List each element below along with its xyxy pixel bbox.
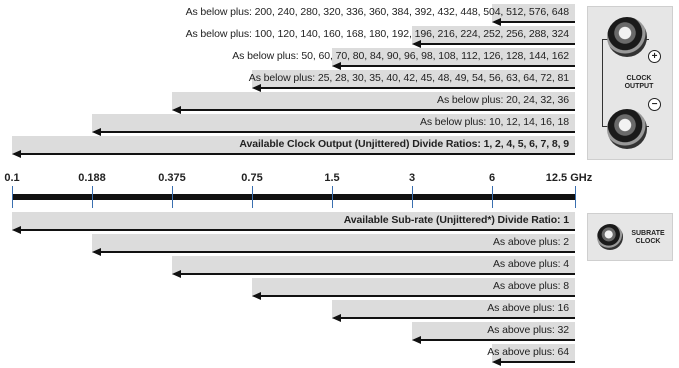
minus-icon: −	[648, 98, 661, 111]
clock-output-ratio-label: As below plus: 20, 24, 32, 36	[437, 94, 569, 106]
clock-output-positive-connector	[607, 17, 647, 57]
clock-output-ratio-label: As below plus: 25, 28, 30, 35, 40, 42, 4…	[248, 72, 569, 84]
axis-tick	[412, 186, 413, 208]
clock-output-negative-connector	[607, 109, 647, 149]
axis-tick	[575, 186, 576, 208]
subrate-range-arrow	[414, 339, 575, 341]
clock-output-range-arrow	[254, 87, 575, 89]
subrate-ratio-label: As above plus: 16	[487, 302, 569, 314]
clock-output-range-arrow	[414, 43, 575, 45]
clock-output-label: CLOCK OUTPUT	[616, 75, 662, 91]
arrow-head-icon	[492, 358, 501, 366]
clock-output-panel: + − CLOCK OUTPUT	[587, 6, 673, 160]
axis-tick-label: 0.1	[4, 172, 20, 184]
axis-tick-label: 1.5	[324, 172, 340, 184]
subrate-band	[412, 322, 575, 341]
clock-output-band	[492, 4, 575, 23]
subrate-label-line2: CLOCK	[635, 238, 661, 245]
clock-label-line2: OUTPUT	[624, 83, 654, 90]
arrow-head-icon	[92, 248, 101, 256]
clock-output-band	[172, 92, 575, 111]
plus-icon: +	[648, 50, 661, 63]
clock-label-line1: CLOCK	[626, 75, 652, 82]
arrow-head-icon	[332, 62, 341, 70]
subrate-ratio-label: As above plus: 4	[492, 258, 569, 270]
axis-tick-label: 6	[488, 172, 496, 184]
subrate-band	[12, 212, 575, 231]
axis-tick-label: 0.75	[241, 172, 263, 184]
clock-output-range-arrow	[494, 21, 575, 23]
clock-output-band	[92, 114, 575, 133]
clock-output-range-arrow	[174, 109, 575, 111]
axis-tick	[172, 186, 173, 208]
subrate-label-line1: SUBRATE	[631, 230, 665, 237]
clock-output-ratio-label: As below plus: 200, 240, 280, 320, 336, …	[185, 6, 570, 18]
axis-tick	[492, 186, 493, 208]
subrate-ratio-label: As above plus: 8	[492, 280, 569, 292]
arrow-head-icon	[92, 128, 101, 136]
subrate-ratio-label: Available Sub-rate (Unjittered*) Divide …	[343, 214, 569, 226]
clock-output-band	[412, 26, 575, 45]
axis-tick	[332, 186, 333, 208]
axis-tick	[12, 186, 13, 208]
arrow-head-icon	[252, 292, 261, 300]
subrate-band	[492, 344, 575, 363]
arrow-head-icon	[412, 336, 421, 344]
subrate-range-arrow	[494, 361, 575, 363]
subrate-band	[332, 300, 575, 319]
arrow-head-icon	[332, 314, 341, 322]
subrate-range-arrow	[94, 251, 575, 253]
axis-tick-label: 0.375	[158, 172, 186, 184]
subrate-range-arrow	[174, 273, 575, 275]
subrate-ratio-label: As above plus: 32	[487, 324, 569, 336]
arrow-head-icon	[12, 150, 21, 158]
clock-output-ratio-label: As below plus: 100, 120, 140, 160, 168, …	[185, 28, 570, 40]
clock-output-ratio-label: Available Clock Output (Unjittered) Divi…	[239, 138, 569, 150]
axis-tick	[92, 186, 93, 208]
clock-output-band	[252, 70, 575, 89]
clock-output-range-arrow	[94, 131, 575, 133]
subrate-range-arrow	[14, 229, 575, 231]
subrate-ratio-label: As above plus: 64	[487, 346, 569, 358]
subrate-range-arrow	[334, 317, 575, 319]
clock-output-band	[12, 136, 575, 155]
axis-tick-label: 3	[408, 172, 416, 184]
arrow-head-icon	[172, 270, 181, 278]
arrow-head-icon	[252, 84, 261, 92]
arrow-head-icon	[412, 40, 421, 48]
arrow-head-icon	[492, 18, 501, 26]
axis-tick	[252, 186, 253, 208]
subrate-band	[252, 278, 575, 297]
subrate-band	[172, 256, 575, 275]
subrate-clock-label: SUBRATE CLOCK	[626, 230, 670, 246]
clock-output-range-arrow	[334, 65, 575, 67]
clock-output-range-arrow	[14, 153, 575, 155]
subrate-clock-connector	[597, 224, 623, 250]
subrate-range-arrow	[254, 295, 575, 297]
subrate-clock-panel: SUBRATE CLOCK	[587, 213, 673, 261]
arrow-head-icon	[12, 226, 21, 234]
subrate-ratio-label: As above plus: 2	[492, 236, 569, 248]
arrow-head-icon	[172, 106, 181, 114]
axis-tick-label: 0.188	[78, 172, 106, 184]
clock-output-ratio-label: As below plus: 50, 60, 70, 80, 84, 90, 9…	[232, 50, 569, 62]
clock-output-ratio-label: As below plus: 10, 12, 14, 16, 18	[419, 116, 569, 128]
clock-output-band	[332, 48, 575, 67]
subrate-band	[92, 234, 575, 253]
axis-bar	[12, 194, 575, 200]
axis-tick-label: 12.5 GHz	[545, 172, 593, 184]
